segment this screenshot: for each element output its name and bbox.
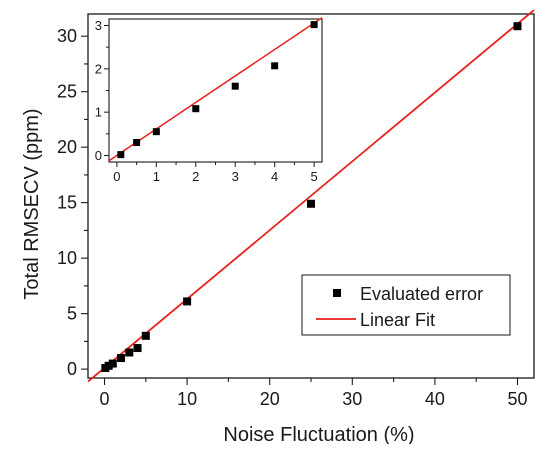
x-tick-label: 0 xyxy=(100,389,110,409)
inset-data-point xyxy=(192,105,200,113)
data-point xyxy=(117,354,126,363)
data-point xyxy=(104,361,113,370)
linear-fit-line xyxy=(87,9,535,383)
y-tick-label: 30 xyxy=(57,26,77,46)
data-point xyxy=(183,297,192,306)
y-tick-label: 0 xyxy=(67,359,77,379)
inset-x-tick-label: 2 xyxy=(192,169,199,184)
y-tick-label: 25 xyxy=(57,82,77,102)
legend-marker-evaluated-error xyxy=(333,289,341,297)
data-point xyxy=(513,22,522,31)
inset-x-tick-label: 3 xyxy=(232,169,239,184)
inset-frame xyxy=(108,18,323,163)
inset-data-point xyxy=(231,82,239,90)
y-tick-label: 10 xyxy=(57,248,77,268)
inset-y-tick-label: 1 xyxy=(95,105,102,120)
inset-linear-fit-line xyxy=(108,17,323,162)
data-point xyxy=(108,359,117,368)
inset-y-tick-label: 3 xyxy=(95,18,102,33)
inset-x-tick-label: 5 xyxy=(310,169,317,184)
legend-box xyxy=(301,274,511,336)
inset-data-point xyxy=(152,128,160,136)
data-point xyxy=(141,331,150,340)
inset-x-tick-label: 0 xyxy=(113,169,120,184)
legend: Evaluated error Linear Fit xyxy=(301,274,511,336)
y-tick-label: 5 xyxy=(67,304,77,324)
x-tick-label: 50 xyxy=(507,389,527,409)
data-point xyxy=(125,348,134,357)
inset-y-tick-label: 0 xyxy=(95,148,102,163)
y-axis-title: Total RMSECV (ppm) xyxy=(21,108,43,299)
inset-data-point xyxy=(271,62,279,70)
legend-label-linear-fit: Linear Fit xyxy=(360,310,435,330)
inset-data-point xyxy=(133,139,141,146)
x-tick-label: 30 xyxy=(342,389,362,409)
data-point xyxy=(307,199,315,208)
y-tick-label: 20 xyxy=(57,137,77,157)
inset-y-tick-label: 2 xyxy=(95,61,102,76)
inset-data-point xyxy=(310,21,318,29)
inset-plot: 0 1 2 3 4 5 0 1 2 3 xyxy=(95,17,323,184)
inset-x-tick-label: 4 xyxy=(271,169,278,184)
data-point xyxy=(133,344,142,353)
x-tick-label: 40 xyxy=(425,389,445,409)
x-tick-label: 20 xyxy=(260,389,280,409)
x-tick-label: 10 xyxy=(177,389,197,409)
inset-x-tick-label: 1 xyxy=(153,169,160,184)
inset-data-point xyxy=(117,151,125,159)
x-axis-title: Noise Fluctuation (%) xyxy=(223,424,414,444)
legend-label-evaluated-error: Evaluated error xyxy=(360,284,483,304)
y-tick-label: 15 xyxy=(57,193,77,213)
